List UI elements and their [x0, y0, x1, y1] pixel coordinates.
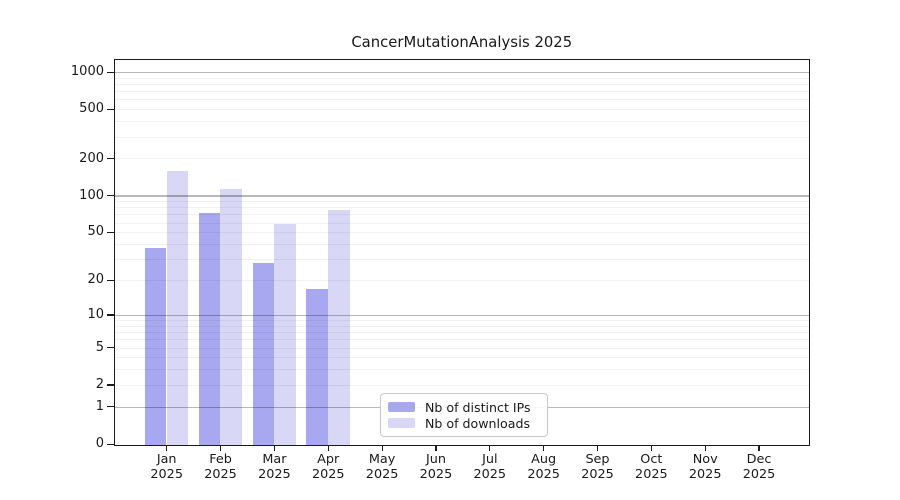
- y-tick-label: 1: [95, 398, 104, 414]
- x-tick-label: Sep 2025: [581, 451, 614, 483]
- y-axis-tick: [107, 158, 114, 160]
- y-tick-label: 5: [95, 339, 104, 355]
- y-tick-label: 200: [79, 150, 104, 166]
- y-axis-tick: [107, 71, 114, 73]
- minor-gridline: [114, 357, 809, 359]
- y-tick-label: 0: [95, 436, 104, 452]
- y-axis-tick: [107, 108, 114, 110]
- y-axis-tick: [107, 443, 114, 445]
- x-axis-tick: [219, 445, 222, 451]
- major-gridline: [114, 195, 809, 197]
- x-axis-tick: [650, 445, 652, 451]
- x-tick-label: Dec 2025: [742, 451, 776, 483]
- y-axis-tick: [107, 347, 114, 349]
- legend-swatch-downloads: [388, 418, 415, 428]
- y-axis-tick: [107, 279, 114, 281]
- y-tick-label: 2: [95, 377, 104, 393]
- minor-gridline: [114, 77, 809, 79]
- x-axis-tick: [543, 445, 545, 451]
- y-tick-label: 50: [87, 224, 104, 240]
- bar-mar-distinct-ips: [252, 263, 275, 445]
- bar-feb-distinct-ips: [198, 213, 221, 445]
- y-axis-tick: [107, 384, 114, 386]
- minor-gridline: [114, 83, 809, 85]
- x-axis-tick: [758, 445, 760, 451]
- minor-gridline: [114, 384, 809, 386]
- minor-gridline: [114, 244, 809, 245]
- minor-gridline: [114, 369, 809, 371]
- x-axis-tick: [327, 445, 329, 451]
- minor-gridline: [114, 259, 809, 261]
- x-axis-tick: [704, 445, 706, 451]
- legend: Nb of distinct IPs Nb of downloads: [380, 392, 548, 437]
- major-gridline: [114, 71, 809, 74]
- minor-gridline: [114, 347, 809, 349]
- y-tick-label: 20: [87, 272, 104, 288]
- minor-gridline: [114, 320, 809, 321]
- x-tick-label: Jan 2025: [150, 451, 183, 483]
- x-axis-tick: [273, 445, 275, 451]
- x-tick-label: Aug 2025: [527, 451, 560, 483]
- plot-area: [113, 59, 810, 446]
- minor-gridline: [114, 332, 809, 334]
- legend-label-downloads: Nb of downloads: [425, 415, 531, 431]
- minor-gridline: [114, 121, 809, 123]
- legend-label-distinct-ips: Nb of distinct IPs: [425, 399, 531, 415]
- legend-swatch-distinct-ips: [388, 402, 415, 412]
- minor-gridline: [114, 207, 809, 209]
- y-axis-tick: [107, 406, 114, 408]
- minor-gridline: [114, 280, 809, 282]
- bar-jan-distinct-ips: [144, 247, 167, 445]
- x-tick-label: Jun 2025: [419, 451, 453, 483]
- x-tick-label: May 2025: [365, 451, 399, 483]
- x-tick-label: Mar 2025: [258, 451, 291, 483]
- minor-gridline: [114, 339, 809, 341]
- bar-jan-downloads: [166, 171, 189, 445]
- minor-gridline: [114, 325, 809, 327]
- x-axis-tick: [596, 445, 599, 451]
- legend-row: Nb of downloads: [388, 416, 539, 431]
- minor-gridline: [114, 99, 809, 101]
- x-axis-tick: [489, 445, 491, 451]
- minor-gridline: [114, 109, 809, 111]
- minor-gridline: [114, 232, 809, 234]
- bar-apr-downloads: [328, 209, 350, 445]
- bar-apr-distinct-ips: [306, 289, 329, 445]
- minor-gridline: [114, 201, 809, 203]
- minor-gridline: [114, 136, 809, 138]
- x-axis-tick: [381, 445, 383, 451]
- y-tick-label: 1000: [70, 64, 104, 80]
- major-gridline: [114, 314, 809, 316]
- x-axis-tick: [435, 445, 437, 451]
- y-axis-tick: [107, 314, 114, 316]
- chart-title: CancerMutationAnalysis 2025: [351, 34, 573, 51]
- y-axis-tick: [107, 231, 114, 234]
- y-tick-label: 10: [87, 307, 104, 323]
- x-tick-label: Oct 2025: [635, 451, 668, 483]
- y-tick-label: 500: [79, 101, 104, 117]
- y-axis-tick: [107, 195, 114, 197]
- x-axis-tick: [166, 445, 168, 451]
- x-tick-label: Nov 2025: [688, 451, 722, 483]
- bar-feb-downloads: [220, 188, 242, 445]
- y-tick-label: 100: [79, 187, 104, 203]
- x-tick-label: Feb 2025: [204, 451, 237, 483]
- bar-mar-downloads: [274, 224, 296, 445]
- minor-gridline: [114, 222, 809, 224]
- minor-gridline: [114, 214, 809, 216]
- x-tick-label: Apr 2025: [311, 451, 345, 483]
- legend-row: Nb of distinct IPs: [388, 400, 539, 415]
- minor-gridline: [114, 158, 809, 160]
- x-tick-label: Jul 2025: [473, 451, 507, 483]
- minor-gridline: [114, 91, 809, 93]
